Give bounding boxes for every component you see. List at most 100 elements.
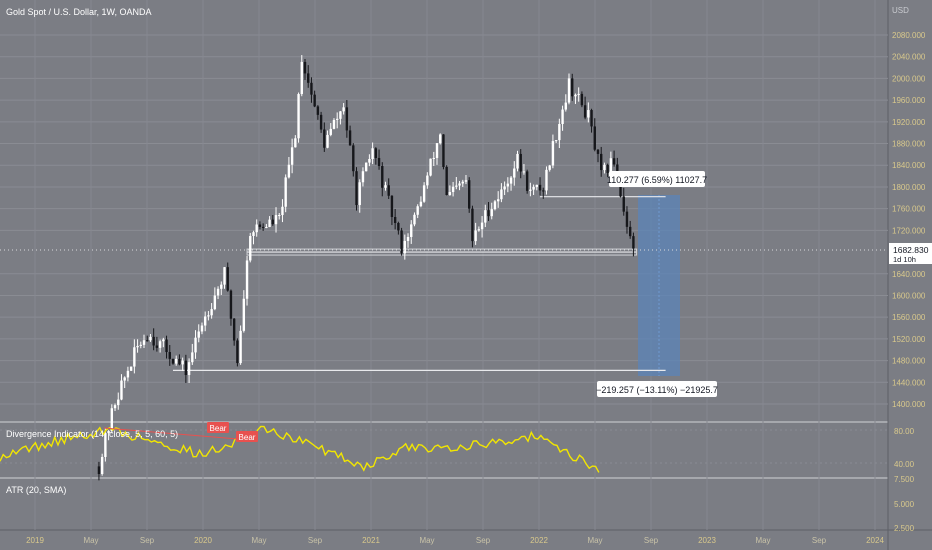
measure-label-lower-bg[interactable] [597,381,717,397]
candle-body [294,138,297,148]
candle-body [332,119,336,129]
time-tick: Sep [644,536,659,545]
candle-body [178,358,181,365]
candle-body [252,232,255,237]
candle-body [490,209,493,217]
candle-body [551,141,555,166]
price-tick: 1960.000 [892,96,926,105]
candle-body [480,222,484,230]
candle-body [113,405,117,409]
candle-body [348,130,352,146]
candle-body [535,184,539,187]
candle-body [606,164,609,173]
candle-body [319,114,323,130]
candle-body [471,208,474,242]
support-band[interactable] [246,248,638,256]
candle-body [442,134,445,167]
candle-body [326,134,329,148]
candle-body [545,169,548,191]
candle-body [612,158,616,165]
candle-body [393,217,397,223]
candle-body [97,466,101,474]
currency-label: USD [892,6,909,15]
candle-body [387,185,390,196]
candle-body [529,189,532,191]
horizontal-levels[interactable] [172,196,666,371]
candle-body [619,177,622,197]
price-axis[interactable]: USD 2080.000 2040.000 2000.000 1960.000 1920… [892,6,926,409]
candle-body [297,94,300,139]
divergence-line[interactable] [0,425,600,473]
candle-body [522,171,526,173]
candle-body [146,340,149,342]
candle-body [561,109,564,125]
candle-body [413,214,416,225]
candle-body [207,315,210,317]
candle-body [374,148,378,158]
price-tick: 1520.000 [892,335,926,344]
measure-box[interactable] [638,195,680,376]
bear-label-2-bg [236,431,258,442]
candle-body [474,230,477,242]
candle-body [142,340,146,345]
candle-body [120,380,123,400]
candle-body [232,318,236,341]
time-tick: May [251,536,266,545]
candle-body [281,206,284,216]
candle-body [239,330,242,364]
candle-body [532,186,535,190]
candle-body [596,149,600,154]
candle-body [622,196,625,212]
candle-body [371,148,374,160]
price-tick: 2040.000 [892,53,926,62]
candle-body [307,73,310,83]
measure-label-lower: −219.257 (−13.11%) −21925.7 [596,385,718,395]
candle-body [439,134,442,144]
candle-body [126,370,130,378]
measure-label-upper-bg[interactable] [609,171,705,187]
candle-body [187,362,191,376]
price-tick: 1400.000 [892,400,926,409]
candle-body [133,347,136,367]
time-axis[interactable]: 2019 May Sep 2020 May Sep 2021 May Sep 2022 May Sep… [26,536,884,545]
candle-body [600,153,603,171]
candle-body [136,345,139,348]
candle-body [165,339,168,353]
time-tick: 2019 [26,536,44,545]
candle-body [461,181,464,184]
time-tick: Sep [140,536,155,545]
candle-body [455,185,458,187]
atr-axis[interactable]: 7.500 5.000 2.500 [894,475,915,533]
bar-countdown: 1d 10h [893,255,916,264]
time-tick: Sep [308,536,323,545]
candle-body [484,210,487,223]
candle-body [558,124,561,141]
price-tick: 2080.000 [892,31,926,40]
candle-body [564,102,567,110]
candle-body [390,195,394,218]
candle-body [158,341,162,348]
candle-body [625,211,629,227]
candle-body [123,377,126,381]
price-tick: 1800.000 [892,183,926,192]
price-tick: 1600.000 [892,291,926,300]
candle-body [168,352,171,359]
candle-body [516,153,519,169]
candle-body [242,298,246,331]
candle-body [435,143,439,158]
candle-body [191,352,194,363]
candle-body [574,94,577,97]
candle-body [416,206,419,215]
divergence-panel-title[interactable]: Divergence Indicator (14, close, 5, 5, 6… [6,429,178,439]
candle-body [139,344,142,346]
symbol-title[interactable]: Gold Spot / U.S. Dollar, 1W, OANDA [6,7,152,17]
time-tick: May [755,536,770,545]
candle-body [220,284,223,289]
candle-body [548,165,551,170]
candle-body [303,61,307,74]
divergence-axis[interactable]: 80.00 40.00 [894,427,915,469]
atr-panel-title[interactable]: ATR (20, SMA) [6,485,66,495]
price-tick: 1760.000 [892,205,926,214]
candle-body [197,331,200,338]
